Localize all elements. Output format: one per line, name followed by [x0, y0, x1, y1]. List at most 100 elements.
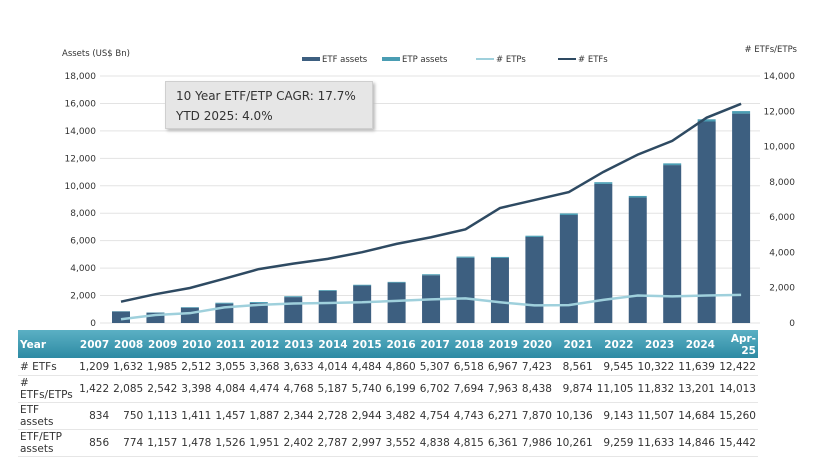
table-cell: 12,422	[716, 358, 758, 376]
table-cell: 10,261	[553, 429, 595, 457]
row-label: ETF assets	[18, 402, 78, 430]
table-cell: 774	[111, 429, 146, 457]
table-row: ETF/ETP assets 856 774 1,157 1,478 1,526 1,951…	[18, 429, 758, 457]
table-header-cell: 2012	[247, 330, 282, 358]
table-cell: 4,474	[247, 375, 282, 403]
table-header-cell: 2018	[451, 330, 486, 358]
etp-assets-bar	[318, 290, 337, 291]
table-cell: 2,997	[349, 429, 384, 457]
table-row: # ETFs/ETPs 1,422 2,085 2,542 3,398 4,084 4,47…	[18, 375, 758, 403]
table-cell: 1,478	[179, 429, 214, 457]
table-cell: 2,512	[179, 358, 214, 376]
table-cell: 6,967	[485, 358, 520, 376]
left-tick-label: 14,000	[65, 127, 97, 137]
etf-assets-bar	[146, 312, 165, 323]
etf-assets-bar	[490, 257, 509, 323]
row-label: # ETFs	[18, 358, 78, 376]
right-tick-label: 14,000	[764, 72, 796, 82]
table-cell: 1,951	[247, 429, 282, 457]
etp-assets-bar	[559, 213, 578, 216]
table-header-cell: 2015	[349, 330, 384, 358]
etp-assets-bar	[732, 111, 751, 114]
etf-assets-bar	[456, 257, 475, 323]
left-tick-label: 0	[90, 319, 96, 329]
table-cell: 3,368	[247, 358, 282, 376]
etf-assets-bar	[318, 290, 337, 323]
right-tick-label: 8,000	[769, 178, 795, 188]
table-cell: 3,398	[179, 375, 214, 403]
table-cell: 1,526	[213, 429, 248, 457]
table-cell: 1,887	[247, 402, 282, 430]
table-cell: 5,187	[315, 375, 350, 403]
table-cell: 1,411	[179, 402, 214, 430]
right-tick-label: 2,000	[769, 284, 795, 294]
etf-assets-bar	[112, 311, 130, 323]
table-header-cell: 2009	[145, 330, 180, 358]
table-header-cell: 2024	[676, 330, 717, 358]
table-cell: 4,084	[213, 375, 248, 403]
right-axis-label: # ETFs/ETPs	[744, 45, 797, 55]
etp-assets-bar	[284, 296, 303, 298]
table-cell: 7,986	[519, 429, 554, 457]
etp-assets-bar	[387, 281, 406, 283]
table-cell: 4,754	[417, 402, 452, 430]
table-header-cell: 2023	[635, 330, 677, 358]
table-cell: 11,507	[635, 402, 677, 430]
left-tick-label: 10,000	[65, 182, 97, 192]
left-tick-label: 4,000	[70, 264, 96, 274]
table-cell: 13,201	[676, 375, 717, 403]
table-header-cell: 2008	[111, 330, 146, 358]
table-cell: 4,838	[417, 429, 452, 457]
etp-assets-bar	[663, 163, 682, 166]
etf-assets-bar	[249, 303, 268, 323]
table-header-cell: 2014	[315, 330, 350, 358]
etf-assets-bar	[628, 197, 647, 323]
table-header-cell: 2022	[594, 330, 636, 358]
table-cell: 3,633	[281, 358, 316, 376]
etf-assets-bar	[732, 113, 751, 323]
table-cell: 11,832	[635, 375, 677, 403]
etp-assets-bar	[249, 302, 268, 304]
etfs-line	[120, 102, 742, 303]
table-cell: 2,344	[281, 402, 316, 430]
etp-assets-bar	[594, 182, 613, 184]
table-cell: 1,157	[145, 429, 180, 457]
table-cell: 1,632	[111, 358, 146, 376]
table-cell: 4,860	[383, 358, 418, 376]
table-cell: 4,743	[451, 402, 486, 430]
table-cell: 2,085	[111, 375, 146, 403]
etp-assets-bar	[180, 307, 199, 308]
table-cell: 750	[111, 402, 146, 430]
table-cell: 9,874	[553, 375, 595, 403]
etf-assets-bar	[525, 236, 544, 323]
table-cell: 7,870	[519, 402, 554, 430]
table-header-cell: 2011	[213, 330, 248, 358]
table-cell: 1,985	[145, 358, 180, 376]
left-tick-label: 16,000	[65, 99, 97, 109]
table-cell: 11,633	[635, 429, 677, 457]
etf-assets-bar	[559, 215, 578, 323]
table-cell: 9,545	[594, 358, 636, 376]
right-tick-label: 4,000	[769, 248, 795, 258]
table-header-cell: 2020	[519, 330, 554, 358]
etf-assets-bar	[180, 307, 199, 323]
table-cell: 8,561	[553, 358, 595, 376]
left-axis-label: Assets (US$ Bn)	[62, 49, 130, 59]
table-cell: 4,768	[281, 375, 316, 403]
table-row: ETF assets 834 750 1,113 1,411 1,457 1,887 2,34…	[18, 402, 758, 430]
right-tick-label: 6,000	[769, 213, 795, 223]
table-cell: 2,787	[315, 429, 350, 457]
etf-assets-bar	[663, 165, 682, 323]
table-cell: 856	[77, 429, 112, 457]
table-header-cell: 2016	[383, 330, 418, 358]
table-cell: 6,702	[417, 375, 452, 403]
etps-line	[120, 293, 742, 321]
etf-assets-bar	[594, 183, 613, 323]
etp-assets-bar	[697, 119, 716, 122]
table-cell: 11,639	[676, 358, 717, 376]
cagr-text: 10 Year ETF/ETP CAGR: 17.7%	[176, 89, 356, 103]
table-cell: 7,423	[519, 358, 554, 376]
table-row: # ETFs 1,209 1,632 1,985 2,512 3,055 3,368 3,63…	[18, 358, 758, 376]
